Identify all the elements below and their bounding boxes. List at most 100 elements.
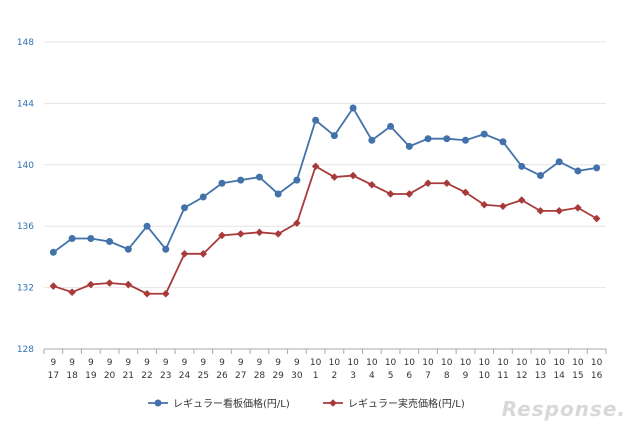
series-1-point xyxy=(593,164,601,172)
x-tick-month: 10 xyxy=(366,358,378,368)
x-tick-month: 9 xyxy=(238,358,244,368)
x-tick-day: 2 xyxy=(331,371,337,381)
x-tick-day: 1 xyxy=(313,371,319,381)
x-tick-day: 22 xyxy=(141,371,152,381)
series-1-point xyxy=(424,135,432,143)
series-2-point xyxy=(218,231,226,240)
x-tick-month: 10 xyxy=(479,358,491,368)
series-2-point xyxy=(68,288,76,297)
series-2-point xyxy=(480,200,489,209)
series-2-point xyxy=(536,207,545,215)
series-1-point xyxy=(312,116,320,124)
y-tick-label: 140 xyxy=(17,161,34,171)
x-tick-day: 8 xyxy=(444,371,450,381)
series-2-point xyxy=(386,190,395,198)
x-tick-month: 10 xyxy=(572,358,584,368)
legend-marker-2 xyxy=(329,399,337,407)
x-tick-day: 19 xyxy=(85,371,97,381)
series-1-point xyxy=(574,167,582,175)
x-tick-month: 10 xyxy=(460,358,472,368)
series-2-point xyxy=(87,280,95,289)
x-tick-month: 9 xyxy=(219,358,225,368)
x-tick-day: 23 xyxy=(160,371,171,381)
x-tick-day: 16 xyxy=(591,371,603,381)
x-tick-day: 12 xyxy=(516,371,527,381)
series-1-point xyxy=(387,122,395,130)
series-2-point xyxy=(499,202,507,211)
x-tick-month: 10 xyxy=(422,358,434,368)
series-1-point xyxy=(218,179,226,187)
x-tick-day: 17 xyxy=(48,371,59,381)
x-tick-day: 29 xyxy=(272,371,284,381)
series-1-point xyxy=(68,234,76,242)
series-1-point xyxy=(555,158,563,166)
series-1-point xyxy=(274,190,282,198)
series-2-point xyxy=(255,228,264,237)
series-1-point xyxy=(349,104,357,112)
series-1-point xyxy=(162,245,170,253)
series-2-point xyxy=(274,230,282,238)
series-2-point xyxy=(49,282,58,290)
legend-label-1: レギュラー看板価格(円/L) xyxy=(173,397,290,410)
watermark-logo: Response. xyxy=(501,397,626,421)
series-1-point xyxy=(443,135,451,143)
x-tick-day: 30 xyxy=(291,371,303,381)
series-2-point xyxy=(517,196,526,204)
series-2-point xyxy=(199,250,208,258)
x-tick-month: 10 xyxy=(385,358,397,368)
series-1-point xyxy=(237,176,245,184)
series-1-point xyxy=(293,176,301,184)
x-tick-month: 9 xyxy=(200,358,206,368)
y-axis: 128 132 136 140 144 148 xyxy=(17,38,34,355)
series-1-point xyxy=(124,245,132,253)
x-tick-month: 10 xyxy=(404,358,416,368)
series-line-1 xyxy=(52,106,597,254)
x-tick-month: 10 xyxy=(347,358,359,368)
series-1-point xyxy=(405,142,413,150)
x-tick-month: 9 xyxy=(163,358,169,368)
series-2-point xyxy=(124,280,133,289)
x-axis: 9179189199209219229239249259269279289299… xyxy=(43,349,607,381)
x-tick-day: 11 xyxy=(497,371,508,381)
series-2-point xyxy=(236,230,245,238)
x-tick-month: 10 xyxy=(553,358,565,368)
x-tick-day: 26 xyxy=(216,371,228,381)
x-tick-month: 10 xyxy=(535,358,547,368)
x-tick-day: 20 xyxy=(104,371,116,381)
x-tick-month: 9 xyxy=(107,358,113,368)
series-2-point xyxy=(368,180,376,189)
x-tick-day: 27 xyxy=(235,371,246,381)
legend-label-2: レギュラー実売価格(円/L) xyxy=(348,397,465,410)
series-1-point xyxy=(480,130,488,138)
series-1-point xyxy=(49,248,57,256)
series-2-point xyxy=(161,289,170,298)
series-1-point xyxy=(181,204,188,212)
legend-marker-1 xyxy=(154,399,162,407)
series-layer xyxy=(49,104,601,298)
series-2-point xyxy=(461,188,470,197)
series-2-point xyxy=(574,203,582,212)
series-1-point xyxy=(330,132,338,140)
y-tick-label: 136 xyxy=(17,222,34,232)
x-tick-day: 5 xyxy=(388,371,394,381)
series-2-point xyxy=(349,171,357,180)
x-tick-day: 4 xyxy=(369,371,375,381)
x-tick-month: 9 xyxy=(144,358,150,368)
x-tick-month: 9 xyxy=(275,358,281,368)
x-tick-day: 7 xyxy=(425,371,431,381)
series-2-point xyxy=(442,179,451,188)
series-2-point xyxy=(105,279,114,287)
x-tick-day: 10 xyxy=(479,371,491,381)
series-2-point xyxy=(555,207,563,215)
x-tick-month: 9 xyxy=(294,358,300,368)
series-line-2 xyxy=(53,165,598,295)
x-tick-day: 25 xyxy=(198,371,209,381)
x-tick-day: 21 xyxy=(123,371,134,381)
series-1-point xyxy=(536,172,544,180)
series-2-point xyxy=(293,219,301,227)
y-tick-label: 132 xyxy=(17,284,34,294)
y-tick-label: 144 xyxy=(17,99,34,109)
x-tick-day: 13 xyxy=(535,371,546,381)
y-tick-label: 128 xyxy=(17,345,34,355)
